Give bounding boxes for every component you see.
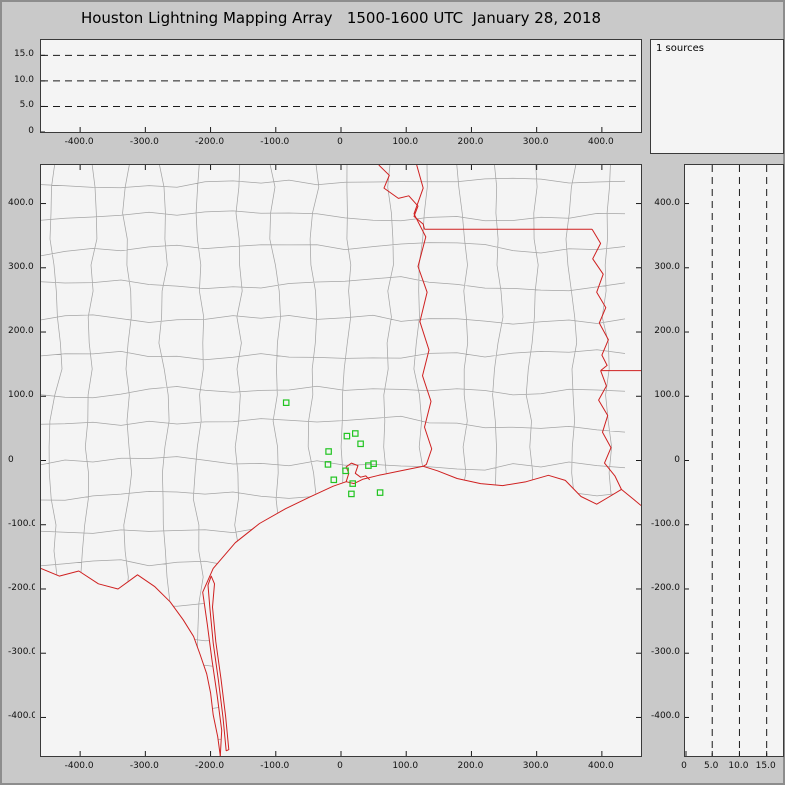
tick-label: 10.0 — [728, 761, 749, 771]
page-title: Houston Lightning Mapping Array 1500-160… — [80, 9, 602, 27]
tick-label: -100.0 — [650, 518, 680, 529]
tick-label: 100.0 — [392, 761, 419, 771]
tick-label: -300.0 — [129, 137, 159, 147]
tick-label: 5.0 — [19, 100, 34, 111]
tick-label: -400.0 — [64, 761, 94, 771]
tick-label: -300.0 — [129, 761, 159, 771]
tick-label: 15.0 — [755, 761, 776, 771]
map-plot[interactable] — [41, 165, 641, 756]
lma-station-marker — [282, 399, 290, 407]
tick-label: -100.0 — [8, 518, 35, 529]
tick-label: 300.0 — [8, 261, 34, 272]
lma-station-marker — [376, 489, 384, 496]
lma-station-marker — [352, 430, 359, 437]
tick-label: 200.0 — [8, 326, 34, 337]
tick-label: 400.0 — [587, 761, 614, 771]
tick-label: 200.0 — [654, 326, 680, 337]
tick-label: -400.0 — [650, 711, 680, 722]
sources-count-label: 1 sources — [656, 43, 704, 54]
tick-label: 15.0 — [13, 49, 34, 60]
tick-label: 0 — [337, 137, 343, 147]
tick-label: -400.0 — [8, 711, 35, 722]
tick-label: -200.0 — [650, 582, 680, 593]
tick-label: -400.0 — [64, 137, 94, 147]
tick-label: 0 — [337, 761, 343, 771]
tick-label: 0 — [674, 454, 680, 465]
tick-label: -200.0 — [195, 137, 225, 147]
lma-station-marker — [343, 432, 351, 440]
tick-label: 5.0 — [704, 761, 719, 771]
tick-label: -200.0 — [8, 582, 35, 593]
sources-panel: 1 sources — [650, 39, 784, 154]
altitude-vs-north-south-panel[interactable] — [684, 164, 784, 757]
tick-label: 400.0 — [587, 137, 614, 147]
tick-label: 0 — [8, 454, 14, 465]
tick-label: 100.0 — [654, 390, 680, 401]
tick-label: 0 — [28, 126, 34, 136]
tick-label: 300.0 — [654, 261, 680, 272]
tick-label: 400.0 — [654, 197, 680, 208]
lma-station-marker — [325, 448, 332, 455]
tick-label: 300.0 — [522, 137, 549, 147]
altitude-vs-east-west-panel[interactable] — [40, 39, 642, 133]
tick-label: -100.0 — [260, 137, 290, 147]
altitude-ns-plot[interactable] — [685, 165, 783, 756]
tick-label: 100.0 — [392, 137, 419, 147]
tick-label: 10.0 — [13, 74, 34, 85]
lma-station-marker — [357, 440, 364, 448]
lma-station-marker — [365, 462, 372, 469]
tick-label: 300.0 — [522, 761, 549, 771]
tick-label: 400.0 — [8, 197, 34, 208]
lma-station-marker — [349, 480, 357, 487]
tick-label: -300.0 — [650, 647, 680, 658]
tick-label: -100.0 — [260, 761, 290, 771]
lma-station-marker — [342, 467, 349, 475]
tick-label: 0 — [681, 761, 687, 771]
tick-label: 200.0 — [457, 137, 484, 147]
altitude-ew-plot[interactable] — [41, 40, 641, 132]
lma-station-marker — [370, 460, 377, 468]
tick-label: -300.0 — [8, 647, 35, 658]
plan-view-map-panel[interactable] — [40, 164, 642, 757]
tick-label: 200.0 — [457, 761, 484, 771]
tick-label: -200.0 — [195, 761, 225, 771]
lma-station-marker — [330, 476, 338, 484]
lma-station-marker — [324, 461, 332, 468]
tick-label: 100.0 — [8, 390, 34, 401]
lma-station-marker — [348, 490, 355, 498]
